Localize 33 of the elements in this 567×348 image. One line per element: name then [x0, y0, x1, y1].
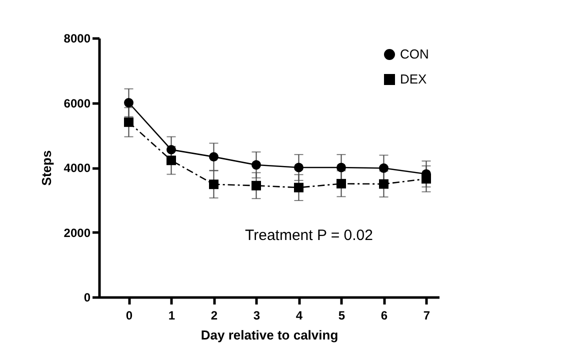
point [336, 178, 346, 188]
point [124, 117, 134, 127]
y-tick-label: 4000 [64, 161, 91, 175]
annotation: Treatment P = 0.02 [245, 227, 373, 244]
point [252, 160, 261, 170]
point [379, 179, 388, 189]
legend-label: DEX [400, 72, 428, 86]
point [209, 152, 218, 162]
y-axis-title: Steps [38, 150, 54, 186]
x-tick-label: 3 [253, 308, 260, 322]
point [336, 162, 346, 172]
x-tick-label: 7 [423, 308, 430, 322]
y-tick-label: 8000 [64, 32, 91, 46]
point [166, 144, 176, 154]
y-tick-label: 0 [84, 290, 91, 304]
x-tick-label: 2 [210, 308, 218, 322]
x-tick-label: 0 [126, 308, 133, 322]
point [379, 163, 388, 173]
point [422, 174, 431, 184]
y-tick-label: 2000 [64, 226, 91, 240]
point [124, 98, 134, 108]
legend-label: CON [400, 46, 429, 62]
point [294, 162, 304, 172]
x-tick-label: 1 [168, 308, 176, 322]
point [209, 180, 218, 190]
x-tick-label: 6 [380, 308, 388, 322]
point [294, 182, 304, 192]
y-tick-label: 6000 [64, 96, 91, 110]
x-tick-label: 5 [338, 308, 346, 322]
point [252, 180, 261, 190]
point [166, 156, 176, 166]
x-axis-title: Day relative to calving [200, 328, 338, 342]
x-tick-label: 4 [296, 308, 303, 322]
